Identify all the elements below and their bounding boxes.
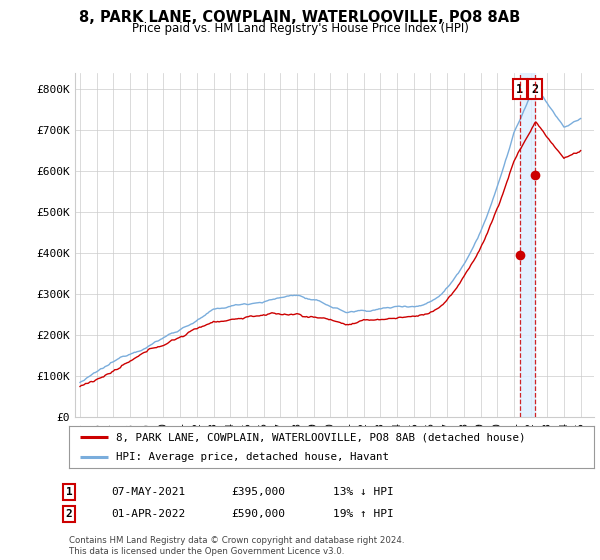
Text: 13% ↓ HPI: 13% ↓ HPI xyxy=(333,487,394,497)
Text: £590,000: £590,000 xyxy=(231,509,285,519)
Text: Price paid vs. HM Land Registry's House Price Index (HPI): Price paid vs. HM Land Registry's House … xyxy=(131,22,469,35)
Text: 2: 2 xyxy=(531,83,538,96)
Text: £395,000: £395,000 xyxy=(231,487,285,497)
Text: 1: 1 xyxy=(516,83,523,96)
Text: 01-APR-2022: 01-APR-2022 xyxy=(111,509,185,519)
Text: 2: 2 xyxy=(65,509,73,519)
Text: HPI: Average price, detached house, Havant: HPI: Average price, detached house, Hava… xyxy=(116,452,389,461)
Text: Contains HM Land Registry data © Crown copyright and database right 2024.
This d: Contains HM Land Registry data © Crown c… xyxy=(69,536,404,556)
Text: 1: 1 xyxy=(65,487,73,497)
Bar xyxy=(520,73,535,417)
Text: 8, PARK LANE, COWPLAIN, WATERLOOVILLE, PO8 8AB (detached house): 8, PARK LANE, COWPLAIN, WATERLOOVILLE, P… xyxy=(116,432,526,442)
Text: 07-MAY-2021: 07-MAY-2021 xyxy=(111,487,185,497)
Text: 8, PARK LANE, COWPLAIN, WATERLOOVILLE, PO8 8AB: 8, PARK LANE, COWPLAIN, WATERLOOVILLE, P… xyxy=(79,10,521,25)
Text: 19% ↑ HPI: 19% ↑ HPI xyxy=(333,509,394,519)
